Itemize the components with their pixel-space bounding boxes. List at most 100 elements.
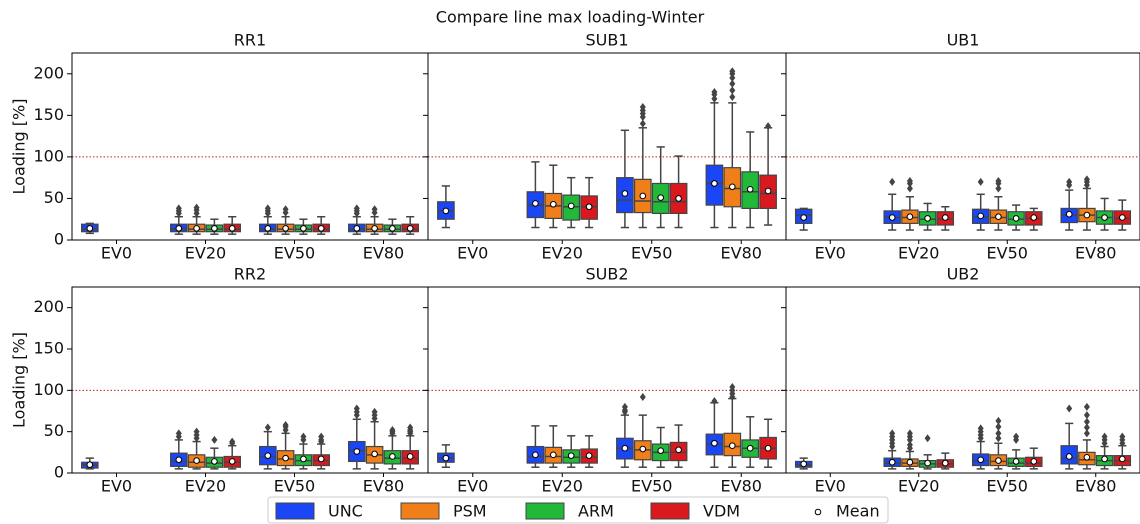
legend-swatch bbox=[650, 502, 690, 520]
outlier bbox=[1083, 175, 1090, 184]
mean-marker bbox=[264, 452, 272, 459]
outlier bbox=[1066, 177, 1073, 186]
mean-marker bbox=[264, 225, 272, 232]
mean-marker bbox=[729, 183, 736, 191]
y-axis-label: Loading [%] bbox=[10, 332, 29, 428]
outlier bbox=[906, 184, 913, 193]
y-tick-label: 200 bbox=[33, 63, 64, 82]
mean-marker bbox=[585, 452, 593, 459]
mean-marker bbox=[86, 461, 94, 469]
mean-marker bbox=[300, 225, 307, 232]
mean-marker bbox=[1119, 455, 1126, 463]
outlier bbox=[765, 122, 772, 131]
mean-marker bbox=[639, 192, 647, 200]
x-tick-label: EV0 bbox=[457, 477, 488, 496]
outlier bbox=[995, 429, 1002, 438]
outlier bbox=[1083, 429, 1090, 438]
outlier bbox=[995, 416, 1002, 425]
outlier bbox=[264, 204, 271, 213]
outlier bbox=[906, 176, 913, 185]
mean-marker bbox=[193, 457, 200, 464]
mean-marker bbox=[193, 225, 200, 232]
x-tick-label: EV50 bbox=[987, 244, 1028, 263]
panel-title: RR2 bbox=[234, 265, 266, 284]
outlier bbox=[282, 421, 289, 430]
mean-marker bbox=[353, 225, 361, 232]
outlier bbox=[621, 402, 628, 411]
mean-marker bbox=[1119, 214, 1126, 221]
x-tick-label: EV0 bbox=[457, 244, 488, 263]
mean-marker bbox=[942, 214, 949, 221]
outlier bbox=[353, 204, 360, 213]
mean-marker bbox=[175, 225, 183, 232]
panel-frame bbox=[785, 52, 1140, 241]
x-tick-label: EV0 bbox=[815, 477, 846, 496]
outlier bbox=[282, 205, 289, 214]
outlier bbox=[995, 176, 1002, 185]
mean-marker bbox=[764, 444, 772, 452]
outlier bbox=[300, 432, 307, 441]
outlier bbox=[1119, 432, 1126, 441]
outlier bbox=[353, 404, 360, 413]
outlier bbox=[639, 119, 646, 128]
mean-marker bbox=[942, 459, 949, 467]
outlier bbox=[729, 67, 736, 76]
outlier bbox=[229, 437, 236, 446]
mean-marker bbox=[639, 445, 647, 453]
mean-marker bbox=[228, 458, 236, 465]
mean-marker bbox=[764, 187, 772, 195]
mean-marker bbox=[800, 460, 808, 468]
outlier bbox=[711, 397, 718, 406]
mean-marker bbox=[1012, 215, 1020, 222]
outlier bbox=[906, 429, 913, 438]
mean-marker bbox=[86, 225, 94, 232]
legend-label: VDM bbox=[703, 502, 740, 521]
outlier bbox=[995, 434, 1002, 443]
mean-marker bbox=[317, 225, 325, 232]
x-tick-label: EV50 bbox=[274, 477, 315, 496]
outlier bbox=[1101, 432, 1108, 441]
outlier bbox=[906, 440, 913, 449]
chart-title: Compare line max loading-Winter bbox=[436, 8, 705, 27]
mean-marker bbox=[389, 453, 396, 460]
y-axis-label: Loading [%] bbox=[10, 99, 29, 195]
legend-label: UNC bbox=[328, 502, 363, 521]
panel-frame bbox=[785, 286, 1140, 474]
mean-marker bbox=[371, 450, 378, 458]
mean-marker bbox=[995, 213, 1002, 221]
outlier bbox=[729, 93, 736, 102]
outlier bbox=[639, 103, 646, 112]
mean-marker bbox=[657, 194, 665, 201]
outlier bbox=[639, 392, 646, 401]
mean-marker bbox=[729, 442, 736, 450]
outlier bbox=[729, 73, 736, 82]
mean-marker bbox=[175, 456, 183, 464]
outlier bbox=[729, 86, 736, 95]
mean-marker bbox=[1101, 214, 1108, 221]
outlier bbox=[1083, 411, 1090, 420]
y-tick-label: 50 bbox=[44, 188, 64, 207]
mean-marker bbox=[317, 455, 325, 463]
outlier bbox=[729, 383, 736, 392]
x-tick-label: EV0 bbox=[101, 477, 132, 496]
legend-swatch bbox=[275, 502, 315, 520]
x-tick-label: EV80 bbox=[363, 244, 404, 263]
mean-marker bbox=[442, 454, 450, 462]
outlier bbox=[1083, 417, 1090, 426]
mean-marker bbox=[977, 456, 985, 464]
outlier bbox=[371, 407, 378, 416]
mean-marker bbox=[906, 458, 914, 466]
outlier bbox=[711, 88, 718, 97]
y-tick-label: 200 bbox=[33, 297, 64, 316]
panel-title: UB1 bbox=[947, 31, 980, 50]
outlier bbox=[1083, 402, 1090, 411]
mean-marker bbox=[924, 215, 931, 222]
x-tick-label: EV20 bbox=[185, 244, 226, 263]
mean-marker bbox=[657, 447, 665, 454]
mean-marker bbox=[1083, 453, 1091, 461]
x-tick-label: EV80 bbox=[721, 477, 762, 496]
mean-marker bbox=[211, 225, 218, 232]
x-tick-label: EV50 bbox=[274, 244, 315, 263]
mean-marker bbox=[906, 213, 914, 221]
